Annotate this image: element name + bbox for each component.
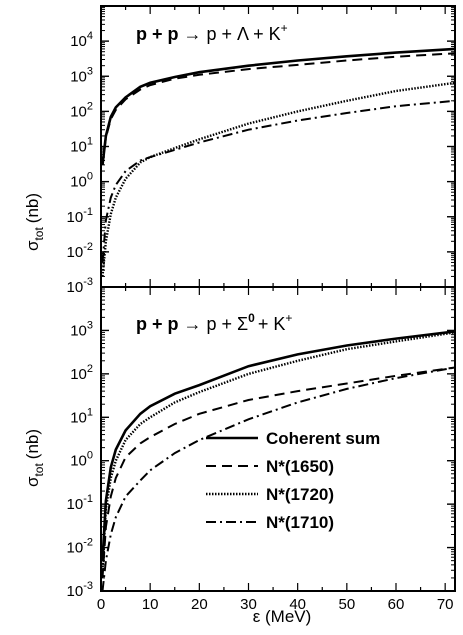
y-tick-label: 101 — [70, 136, 93, 156]
y-tick-label: 102 — [70, 100, 93, 120]
y-tick-label: 10-2 — [67, 241, 93, 261]
series-line-1-0-solid — [101, 330, 456, 561]
y-tick-label: 100 — [70, 171, 93, 191]
bottom-panel-sigma: 10-3 10-2 10-1 100 101 102 103 0 10 20 30 40 50 60 70 — [67, 286, 456, 613]
x-tick-label: 50 — [338, 596, 355, 613]
y-tick-label: 10-1 — [67, 206, 93, 226]
legend-label-coherent-sum: Coherent sum — [266, 429, 380, 448]
x-tick-label: 60 — [388, 596, 405, 613]
series-line-1-3-dashdot — [101, 366, 456, 592]
y-tick-label: 101 — [70, 406, 93, 426]
x-axis-label: ε (MeV) — [253, 607, 312, 626]
series-line-0-2-dotted — [101, 81, 456, 277]
series-line-1-2-dotted — [101, 331, 456, 571]
bottom-y-axis-label: σtot(nb) — [23, 429, 46, 487]
series-line-0-0-solid — [101, 47, 456, 166]
top-reaction-title: p + p → p + Λ + K+ — [136, 21, 288, 44]
series-line-0-1-dashed — [101, 52, 456, 166]
y-tick-label: 104 — [70, 30, 93, 50]
y-tick-label: 10-2 — [67, 537, 93, 557]
y-tick-label: 103 — [70, 319, 93, 339]
plot-frame-0 — [100, 5, 456, 288]
x-tick-label: 30 — [240, 596, 257, 613]
y-tick-label: 10-3 — [67, 276, 93, 296]
y-tick-label: 100 — [70, 450, 93, 470]
top-y-axis-label: σtot(nb) — [23, 193, 46, 251]
y-tick-label: 10-1 — [67, 493, 93, 513]
y-tick-label: 103 — [70, 65, 93, 85]
x-tick-label: 10 — [142, 596, 159, 613]
x-tick-label: 40 — [289, 596, 306, 613]
series-line-1-1-dashed — [101, 366, 456, 578]
bottom-reaction-title: p + p → p + Σ0 + K+ — [136, 311, 292, 334]
plot-frame-1 — [100, 286, 456, 592]
legend-label-n1720: N*(1720) — [266, 485, 334, 504]
legend: Coherent sum N*(1650) N*(1720) N*(1710) — [206, 429, 380, 532]
series-line-0-3-dashdot — [101, 99, 456, 263]
legend-label-n1650: N*(1650) — [266, 457, 334, 476]
legend-label-n1710: N*(1710) — [266, 513, 334, 532]
top-panel-lambda: 10-3 10-2 10-1 100 101 102 103 104 — [67, 5, 456, 296]
x-tick-label: 70 — [437, 596, 454, 613]
x-tick-label: 20 — [191, 596, 208, 613]
y-tick-label: 10-3 — [67, 580, 93, 600]
y-tick-label: 102 — [70, 363, 93, 383]
x-tick-label: 0 — [97, 596, 105, 613]
